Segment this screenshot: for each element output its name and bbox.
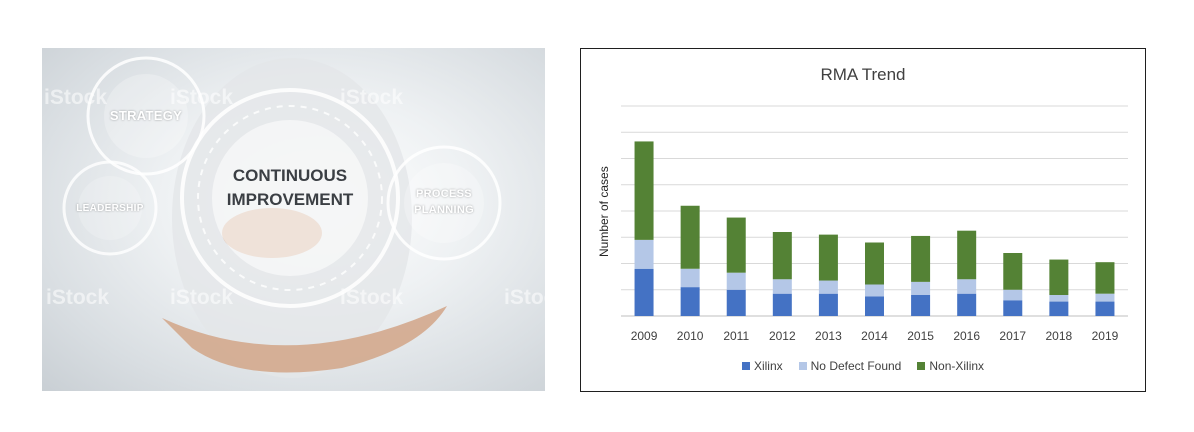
- legend-swatch: [741, 362, 750, 370]
- bar-no-defect-found-2016: [957, 279, 977, 294]
- watermark: iStock: [340, 286, 404, 309]
- x-tick-label: 2017: [999, 329, 1026, 343]
- watermark: iStock: [44, 86, 108, 109]
- bar-xilinx-2011: [726, 289, 746, 316]
- chart-title: RMA Trend: [820, 65, 906, 84]
- x-tick-label: 2012: [769, 329, 796, 343]
- x-tick-label: 2010: [677, 329, 704, 343]
- x-tick-label: 2013: [815, 329, 842, 343]
- main-gear-label-line2: IMPROVEMENT: [226, 190, 354, 209]
- continuous-improvement-photo: iStock iStock iStock iStock iStock iStoc…: [42, 48, 545, 391]
- watermark: iStock: [340, 86, 404, 109]
- main-gear-label: CONTINUOUS IMPROVEMENT: [210, 164, 370, 212]
- bar-non-xilinx-2015: [911, 235, 931, 282]
- bar-xilinx-2014: [865, 296, 884, 316]
- watermark: iStock: [170, 86, 234, 109]
- legend-label: No Defect Found: [810, 359, 902, 373]
- bar-no-defect-found-2018: [1049, 295, 1069, 302]
- legend-item-xilinx: Xilinx: [741, 359, 783, 373]
- bar-xilinx-2018: [1049, 301, 1069, 316]
- bar-xilinx-2013: [818, 293, 838, 316]
- bar-xilinx-2017: [1003, 300, 1023, 316]
- gears-illustration: [62, 56, 502, 378]
- legend-item-no-defect-found: No Defect Found: [798, 359, 902, 373]
- bar-non-xilinx-2012: [772, 232, 792, 280]
- legend-label: Xilinx: [753, 359, 783, 373]
- legend-item-non-xilinx: Non-Xilinx: [917, 359, 984, 373]
- watermark: iStock: [46, 286, 110, 309]
- x-tick-label: 2016: [953, 329, 980, 343]
- main-gear-label-line1: CONTINUOUS: [232, 166, 348, 185]
- bar-non-xilinx-2017: [1003, 253, 1023, 290]
- legend-label: Non-Xilinx: [929, 359, 985, 373]
- legend-swatch: [798, 362, 807, 370]
- bar-xilinx-2019: [1095, 301, 1115, 316]
- x-tick-label: 2011: [723, 329, 749, 343]
- bar-non-xilinx-2013: [818, 234, 838, 281]
- bar-xilinx-2009: [634, 268, 654, 316]
- bar-xilinx-2016: [957, 293, 977, 316]
- bar-non-xilinx-2018: [1049, 259, 1069, 295]
- x-tick-label: 2018: [1046, 329, 1073, 343]
- bar-non-xilinx-2009: [634, 141, 654, 240]
- bar-no-defect-found-2009: [634, 239, 654, 269]
- gear-label-strategy: STRATEGY: [109, 108, 183, 123]
- bar-no-defect-found-2019: [1095, 293, 1115, 302]
- bar-no-defect-found-2017: [1003, 289, 1023, 301]
- bar-xilinx-2012: [772, 293, 792, 316]
- legend-swatch: [917, 362, 926, 370]
- bar-no-defect-found-2010: [680, 268, 700, 288]
- gear-label-process-planning: PROCESS PLANNING: [414, 188, 474, 216]
- bar-no-defect-found-2013: [818, 280, 838, 294]
- chart-plot-area: 2009 2010 2011 2012 2013 2014 2015 2016 2017 2018…: [621, 105, 1128, 343]
- chart-legend: Xilinx No Defect Found Non-Xilinx: [581, 359, 1145, 373]
- watermark: iStock: [170, 286, 234, 309]
- bar-xilinx-2015: [911, 295, 931, 316]
- bar-non-xilinx-2019: [1095, 262, 1115, 294]
- x-tick-label: 2014: [861, 329, 888, 343]
- bar-non-xilinx-2010: [680, 205, 700, 269]
- x-tick-label: 2009: [631, 329, 658, 343]
- bar-no-defect-found-2014: [865, 284, 884, 297]
- gear-label-leadership: LEADERSHIP: [76, 203, 144, 214]
- rma-trend-chart: RMA Trend Number of cases 2009 2010 2011 20…: [580, 48, 1146, 392]
- x-tick-label: 2019: [1092, 329, 1119, 343]
- bar-xilinx-2010: [680, 287, 700, 316]
- bar-non-xilinx-2016: [957, 230, 977, 280]
- watermark: iStock: [504, 286, 545, 309]
- x-tick-label: 2015: [907, 329, 934, 343]
- bar-no-defect-found-2011: [726, 272, 746, 290]
- bar-no-defect-found-2015: [911, 281, 931, 295]
- bar-non-xilinx-2014: [865, 242, 884, 285]
- bar-non-xilinx-2011: [726, 217, 746, 273]
- bar-no-defect-found-2012: [772, 279, 792, 294]
